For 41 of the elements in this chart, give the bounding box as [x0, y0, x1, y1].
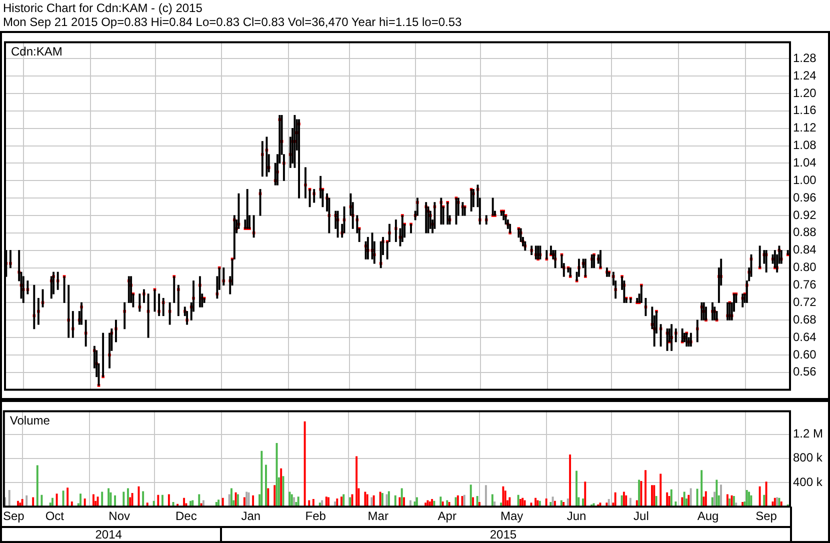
x-tick-label: Mar [368, 509, 388, 524]
y-tick-label: 1.16 [793, 103, 817, 118]
x-tick-label: Sep [756, 509, 778, 524]
y-tick-label: 0.88 [793, 225, 817, 240]
x-tick-label: Apr [438, 509, 456, 524]
y-tick-label: 1.04 [793, 156, 817, 170]
y-tick-label: 1.12 [793, 120, 817, 135]
x-tick-label: Dec [176, 509, 197, 524]
x-tick-label: Oct [45, 509, 65, 524]
y-tick-label: 1.2 M [793, 426, 824, 441]
x-tick-label: Sep [2, 509, 25, 524]
y-tick-label: 1.24 [793, 68, 817, 82]
y-tick-label: 0.68 [793, 312, 817, 326]
y-tick-label: 0.84 [793, 242, 817, 257]
y-tick-label: 0.76 [793, 278, 817, 292]
annotation: Cdn:KAM [11, 44, 62, 59]
y-tick-label: 1.08 [793, 138, 817, 152]
y-tick-label: 0.72 [793, 294, 817, 309]
chart-title: Historic Chart for Cdn:KAM - (c) 2015 [3, 1, 202, 15]
y-tick-label: 0.80 [793, 260, 817, 274]
y-tick-label: 0.64 [793, 330, 817, 344]
annotation: Volume [10, 414, 50, 428]
y-tick-label: 1.20 [793, 86, 817, 100]
x-tick-label: Jul [634, 509, 649, 524]
x-tick-label: Nov [108, 509, 130, 524]
y-tick-label: 800 k [793, 450, 824, 465]
y-tick-label: 400 k [793, 474, 824, 489]
y-tick-label: 1.00 [793, 172, 817, 187]
x-tick-label: Feb [305, 509, 326, 524]
x2-tick-label: 2015 [490, 528, 517, 542]
x-tick-label: May [500, 509, 524, 524]
x2-tick-label: 2014 [95, 528, 122, 542]
y-tick-label: 0.60 [793, 347, 817, 362]
y-tick-label: 0.92 [793, 208, 817, 222]
y-tick-label: 0.56 [793, 364, 817, 379]
x-tick-label: Jun [566, 509, 586, 524]
x-tick-label: Aug [697, 509, 719, 524]
y-tick-label: 1.28 [793, 50, 817, 65]
chart-subtitle: Mon Sep 21 2015 Op=0.83 Hi=0.84 Lo=0.83 Cl=0.83 Vol=36,470 Year hi=1.15 lo=0.53 [3, 15, 462, 29]
y-tick-label: 0.96 [793, 190, 817, 204]
x-tick-label: Jan [241, 509, 261, 524]
